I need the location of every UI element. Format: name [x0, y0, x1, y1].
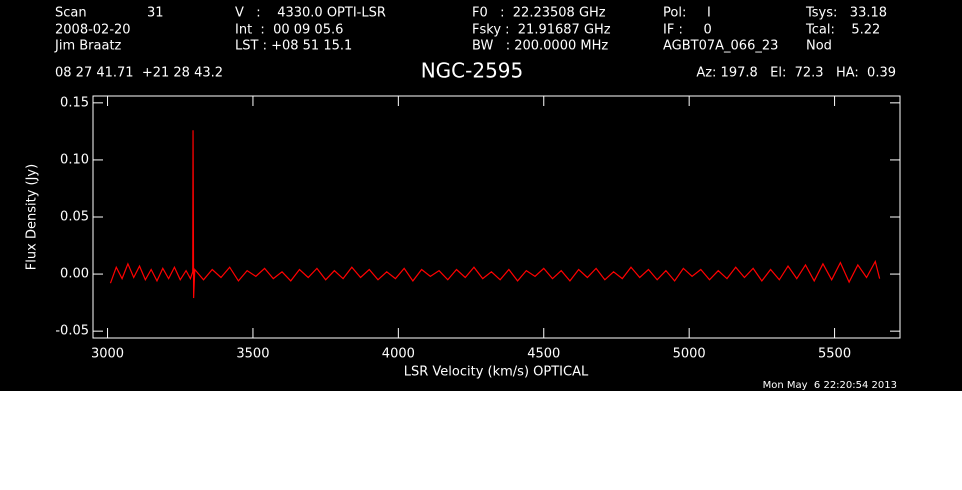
chart-title: NGC-2595 [421, 59, 524, 83]
header-text: Int : 00 09 05.6 [235, 23, 343, 38]
y-tick-label: 0.10 [60, 152, 89, 167]
timestamp: Mon May 6 22:20:54 2013 [763, 380, 897, 391]
x-tick-label: 4000 [382, 347, 415, 362]
y-axis-label: Flux Density (Jy) [25, 164, 40, 270]
header-text: Az: 197.8 El: 72.3 HA: 0.39 [696, 66, 896, 81]
header-text: Fsky : 21.91687 GHz [472, 23, 611, 38]
plot-background [0, 0, 962, 391]
x-tick-label: 4500 [527, 347, 560, 362]
x-tick-label: 5000 [673, 347, 706, 362]
header-text: 08 27 41.71 +21 28 43.2 [55, 66, 223, 81]
header-text: F0 : 22.23508 GHz [472, 6, 606, 21]
y-tick-label: 0.15 [60, 95, 89, 110]
header-text: AGBT07A_066_23 [663, 39, 778, 54]
header-text: 31 [147, 6, 164, 21]
header-text: Nod [806, 39, 832, 54]
y-tick-label: 0.05 [60, 210, 89, 225]
x-tick-label: 3000 [91, 347, 124, 362]
y-tick-label: -0.05 [55, 324, 89, 339]
header-text: Tcal: 5.22 [805, 23, 880, 38]
header-text: Tsys: 33.18 [805, 6, 887, 21]
header-text: Jim Braatz [54, 39, 122, 54]
header-text: LST : +08 51 15.1 [235, 39, 352, 54]
header-text: Scan [55, 6, 87, 21]
header-text: BW : 200.0000 MHz [472, 39, 608, 54]
x-tick-label: 3500 [236, 347, 269, 362]
y-tick-label: 0.00 [60, 267, 89, 282]
header-text: V : 4330.0 OPTI-LSR [235, 6, 386, 21]
spectrum-line [109, 130, 881, 299]
header-text: IF : 0 [663, 23, 712, 38]
x-tick-label: 5500 [818, 347, 851, 362]
x-axis-label: LSR Velocity (km/s) OPTICAL [404, 365, 589, 380]
header-text: 2008-02-20 [55, 23, 131, 38]
header-text: Pol: I [663, 6, 711, 21]
